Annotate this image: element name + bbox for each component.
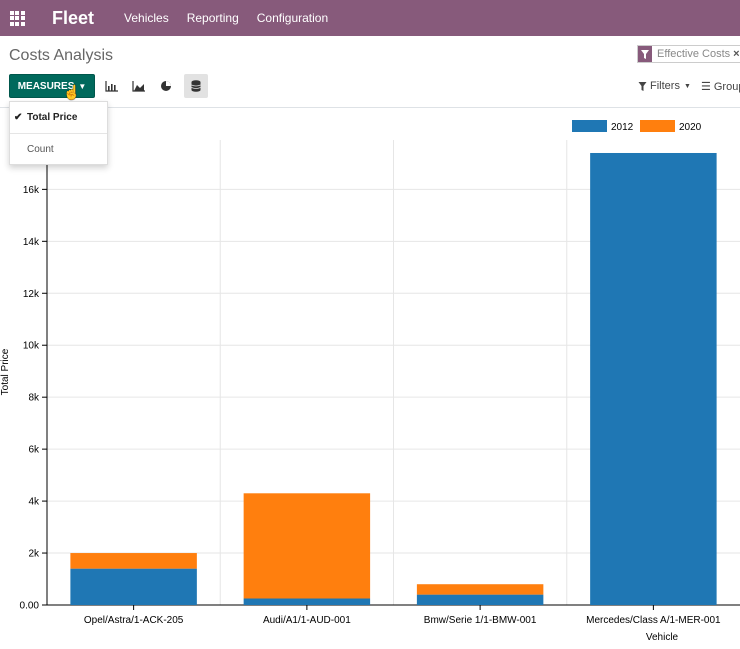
line-chart-view-button[interactable] (126, 74, 150, 98)
group-label: Group (713, 80, 740, 93)
y-axis-label: Total Price (0, 348, 11, 395)
top-navbar: Fleet Vehicles Reporting Configuration (0, 0, 740, 36)
facet-label: Effective Costs (657, 48, 731, 60)
checkmark-icon: ✔ (14, 112, 23, 123)
app-name[interactable]: Fleet (52, 7, 95, 28)
control-panel: Costs Analysis Effective Costs × MEASURE… (0, 36, 740, 108)
y-tick-label: 12k (23, 289, 40, 300)
x-tick-label: Opel/Astra/1-ACK-205 (84, 615, 184, 626)
y-tick-label: 8k (28, 393, 40, 404)
measures-button[interactable]: MEASURES ▼ (9, 74, 95, 98)
x-axis-label: Vehicle (646, 632, 679, 643)
measure-label: Total Price (27, 112, 78, 123)
bar-chart-view-button[interactable] (99, 74, 123, 98)
search-facet[interactable]: Effective Costs × (637, 45, 740, 63)
y-tick-label: 2k (28, 549, 40, 560)
area-chart-icon (131, 80, 145, 92)
bar-2012 (243, 598, 371, 605)
menu-configuration[interactable]: Configuration (256, 11, 329, 25)
bar-2020 (416, 584, 544, 595)
y-tick-label: 4k (28, 497, 40, 508)
y-tick-label: 16k (23, 185, 40, 196)
y-tick-label: 14k (23, 237, 40, 248)
pie-chart-icon (161, 81, 171, 91)
measure-total-price[interactable]: ✔ Total Price (10, 102, 107, 133)
filters-label: Filters (650, 80, 680, 92)
measure-count[interactable]: Count (10, 134, 107, 165)
bar-2012 (590, 152, 717, 605)
y-tick-label: 6k (28, 445, 40, 456)
measures-label: MEASURES (17, 80, 75, 92)
caret-down-icon: ▼ (78, 81, 87, 91)
list-icon: ☰ (701, 81, 711, 93)
group-by-dropdown[interactable]: ☰ Group (701, 80, 740, 94)
caret-down-icon: ▼ (683, 82, 691, 90)
legend-swatch-2012 (572, 120, 607, 132)
menu-reporting[interactable]: Reporting (186, 11, 239, 25)
filter-icon (638, 46, 652, 62)
bar-chart: 0.00 2k 4k 6k 8k 10k 12k 14k 16k Opel/Astra/1-ACK… (0, 120, 740, 643)
bar-chart-icon (104, 80, 118, 92)
remove-facet-icon[interactable]: × (733, 48, 740, 60)
stacked-toggle-button[interactable] (184, 74, 208, 98)
filters-dropdown[interactable]: Filters ▼ (638, 80, 691, 92)
page-title: Costs Analysis (9, 47, 114, 64)
legend-label-2020: 2020 (679, 122, 702, 133)
measure-label: Count (27, 144, 54, 155)
hand-cursor-icon: ☝ (63, 84, 81, 100)
apps-menu-icon[interactable] (2, 0, 32, 36)
filter-icon (638, 81, 647, 91)
menu-vehicles[interactable]: Vehicles (124, 11, 169, 25)
legend-swatch-2020 (640, 120, 675, 132)
bar-2012 (416, 594, 544, 605)
dropdown-divider (10, 133, 107, 134)
y-tick-label: 10k (23, 341, 40, 352)
legend-label-2012: 2012 (611, 122, 634, 133)
x-tick-label: Audi/A1/1-AUD-001 (263, 615, 351, 626)
database-icon (191, 80, 201, 92)
x-tick-label: Bmw/Serie 1/1-BMW-001 (424, 615, 537, 626)
bar-2020 (70, 553, 197, 569)
y-tick-label: 0.00 (20, 601, 40, 612)
bar-2020 (243, 493, 371, 599)
x-tick-label: Mercedes/Class A/1-MER-001 (586, 615, 721, 626)
bar-2012 (70, 568, 197, 605)
pie-chart-view-button[interactable] (154, 74, 178, 98)
measures-dropdown-menu: ✔ Total Price Count (9, 101, 108, 165)
